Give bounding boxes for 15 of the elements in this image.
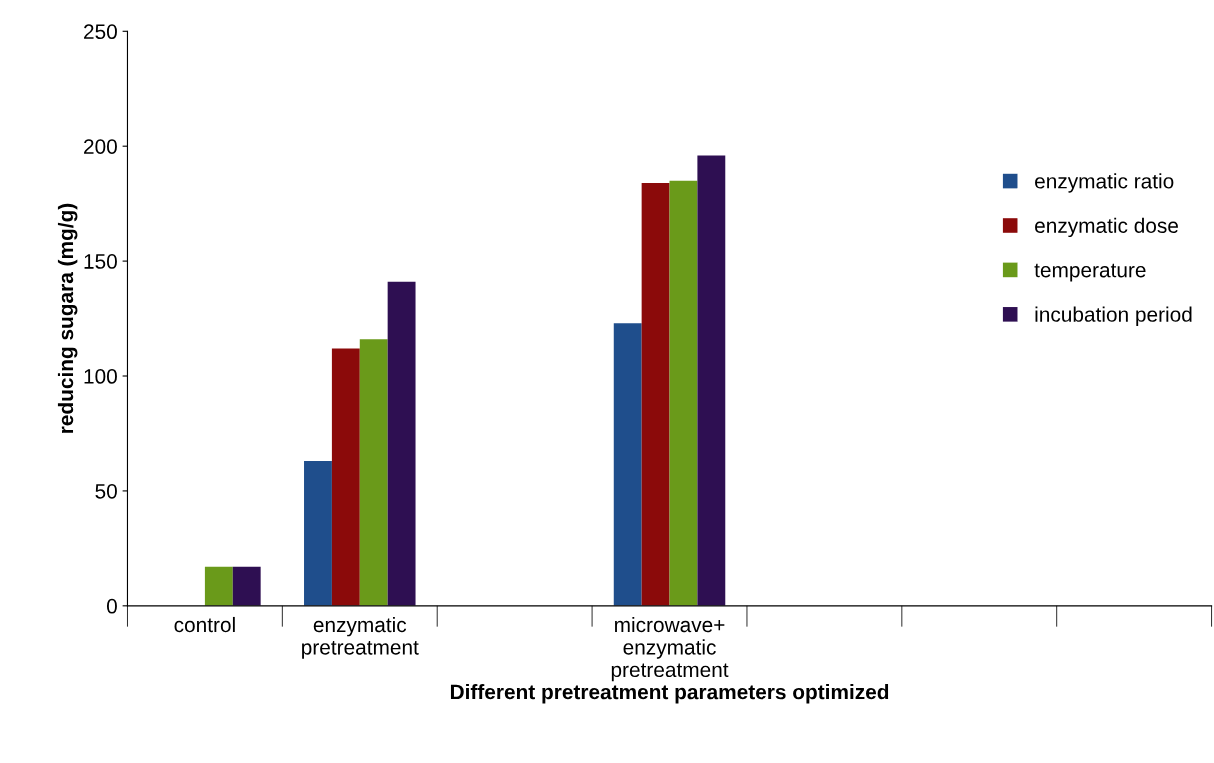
y-tick-label: 250 xyxy=(84,24,117,40)
x-tick-label: microwave+ enzymatic pretreatment xyxy=(611,616,729,682)
legend-label: temperature xyxy=(1034,263,1146,282)
y-tick-label: 0 xyxy=(106,598,117,614)
x-tick-label: enzymatic pretreatment xyxy=(302,616,419,659)
y-tick-label: 150 xyxy=(84,254,117,269)
legend-label: enzymatic ratio xyxy=(1035,173,1174,193)
y-axis-title: reducing sugara (mg/g) xyxy=(57,203,78,433)
y-tick-label: 100 xyxy=(84,369,117,384)
legend-label: incubation period xyxy=(1035,306,1192,326)
y-tick-label: 200 xyxy=(84,139,117,154)
y-tick-label: 50 xyxy=(95,483,117,499)
x-tick-label: control xyxy=(174,616,235,633)
x-axis-title: Different pretreatment parameters optimized xyxy=(450,684,889,704)
legend-label: enzymatic dose xyxy=(1035,217,1178,238)
